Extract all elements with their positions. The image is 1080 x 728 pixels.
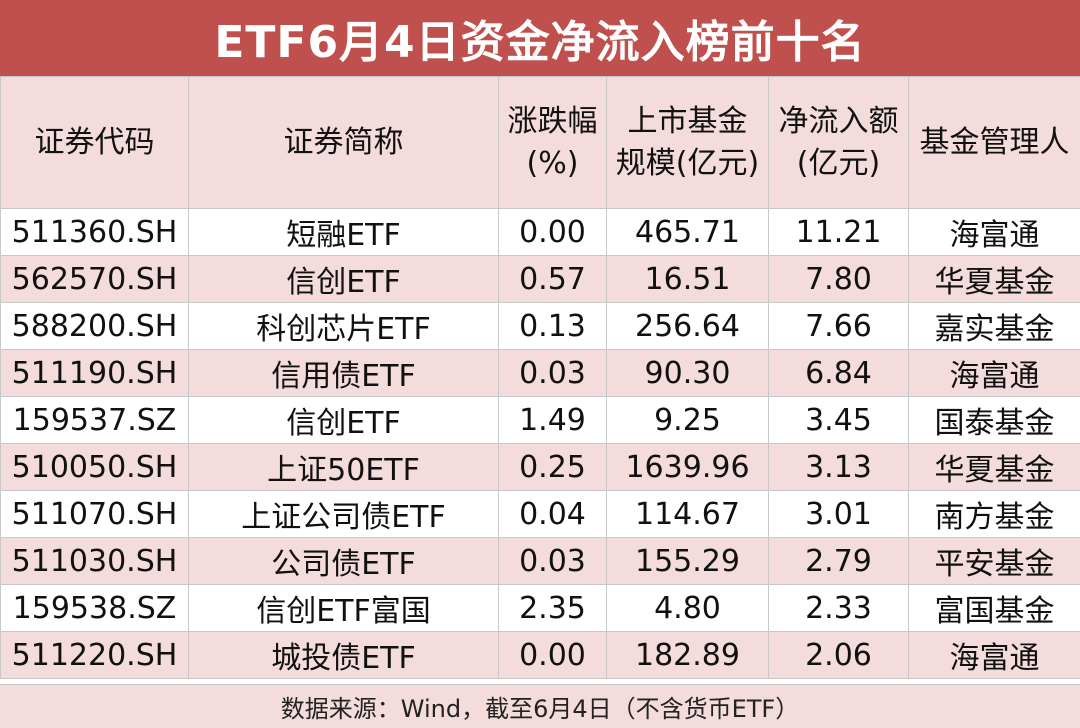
cell-name: 科创芯片ETF [188,302,499,350]
cell-scale: 1639.96 [606,443,769,491]
cell-inflow: 7.66 [768,302,909,350]
table-row: 511360.SH 短融ETF 0.00 465.71 11.21 海富通 [0,208,1080,256]
cell-name: 信用债ETF [188,349,499,397]
cell-scale: 16.51 [606,255,769,303]
cell-manager: 南方基金 [908,490,1080,538]
table-row: 511220.SH 城投债ETF 0.00 182.89 2.06 海富通 [0,631,1080,679]
cell-scale: 256.64 [606,302,769,350]
cell-change: 0.03 [498,537,607,585]
header-change: 涨跌幅 (%) [498,76,607,209]
header-inflow: 净流入额 (亿元) [768,76,909,209]
cell-name: 公司债ETF [188,537,499,585]
cell-manager: 平安基金 [908,537,1080,585]
cell-inflow: 2.06 [768,631,909,679]
cell-change: 0.25 [498,443,607,491]
cell-code: 588200.SH [0,302,189,350]
cell-scale: 4.80 [606,584,769,632]
cell-inflow: 2.33 [768,584,909,632]
header-name-label: 证券简称 [283,124,404,160]
header-manager: 基金管理人 [908,76,1080,209]
header-scale: 上市基金 规模(亿元) [606,76,769,209]
table-row: 511070.SH 上证公司债ETF 0.04 114.67 3.01 南方基金 [0,490,1080,538]
cell-name: 上证公司债ETF [188,490,499,538]
cell-scale: 182.89 [606,631,769,679]
cell-scale: 9.25 [606,396,769,444]
cell-code: 159537.SZ [0,396,189,444]
cell-name: 信创ETF [188,255,499,303]
header-scale-unit: 规模(亿元) [615,145,760,181]
header-name: 证券简称 [188,76,499,209]
cell-change: 1.49 [498,396,607,444]
table-row: 511190.SH 信用债ETF 0.03 90.30 6.84 海富通 [0,349,1080,397]
cell-manager: 海富通 [908,349,1080,397]
table-row: 510050.SH 上证50ETF 0.25 1639.96 3.13 华夏基金 [0,443,1080,491]
cell-change: 0.57 [498,255,607,303]
cell-inflow: 11.21 [768,208,909,256]
cell-inflow: 3.13 [768,443,909,491]
cell-manager: 嘉实基金 [908,302,1080,350]
header-manager-label: 基金管理人 [919,124,1070,160]
source-note: 数据来源：Wind，截至6月4日（不含货币ETF） [0,684,1080,728]
cell-inflow: 6.84 [768,349,909,397]
cell-name: 短融ETF [188,208,499,256]
cell-scale: 114.67 [606,490,769,538]
cell-manager: 华夏基金 [908,443,1080,491]
table-header-row: 证券代码 证券简称 涨跌幅 (%) 上市基金 规模(亿元) 净流入额 (亿元) [0,76,1080,209]
cell-name: 信创ETF富国 [188,584,499,632]
cell-code: 562570.SH [0,255,189,303]
etf-inflow-table: 证券代码 证券简称 涨跌幅 (%) 上市基金 规模(亿元) 净流入额 (亿元) [0,76,1080,679]
cell-inflow: 3.45 [768,396,909,444]
cell-manager: 海富通 [908,208,1080,256]
cell-code: 159538.SZ [0,584,189,632]
header-inflow-unit: (亿元) [796,145,881,181]
header-inflow-label: 净流入额 [778,103,899,139]
cell-code: 511070.SH [0,490,189,538]
table-row: 562570.SH 信创ETF 0.57 16.51 7.80 华夏基金 [0,255,1080,303]
table-row: 159537.SZ 信创ETF 1.49 9.25 3.45 国泰基金 [0,396,1080,444]
cell-manager: 国泰基金 [908,396,1080,444]
cell-inflow: 7.80 [768,255,909,303]
cell-change: 0.00 [498,631,607,679]
cell-manager: 海富通 [908,631,1080,679]
header-scale-label: 上市基金 [627,103,748,139]
cell-code: 510050.SH [0,443,189,491]
cell-name: 城投债ETF [188,631,499,679]
header-change-label: 涨跌幅 [507,103,598,139]
header-code-label: 证券代码 [34,124,155,160]
cell-code: 511030.SH [0,537,189,585]
cell-code: 511190.SH [0,349,189,397]
cell-scale: 90.30 [606,349,769,397]
table-row: 588200.SH 科创芯片ETF 0.13 256.64 7.66 嘉实基金 [0,302,1080,350]
cell-code: 511220.SH [0,631,189,679]
cell-manager: 华夏基金 [908,255,1080,303]
cell-change: 0.00 [498,208,607,256]
cell-scale: 155.29 [606,537,769,585]
cell-name: 上证50ETF [188,443,499,491]
cell-name: 信创ETF [188,396,499,444]
cell-inflow: 3.01 [768,490,909,538]
cell-change: 0.04 [498,490,607,538]
header-code: 证券代码 [0,76,189,209]
cell-inflow: 2.79 [768,537,909,585]
table-row: 159538.SZ 信创ETF富国 2.35 4.80 2.33 富国基金 [0,584,1080,632]
cell-change: 0.03 [498,349,607,397]
header-change-unit: (%) [526,145,579,181]
table-row: 511030.SH 公司债ETF 0.03 155.29 2.79 平安基金 [0,537,1080,585]
cell-manager: 富国基金 [908,584,1080,632]
table-title: ETF6月4日资金净流入榜前十名 [0,0,1080,76]
cell-change: 2.35 [498,584,607,632]
cell-code: 511360.SH [0,208,189,256]
cell-change: 0.13 [498,302,607,350]
cell-scale: 465.71 [606,208,769,256]
